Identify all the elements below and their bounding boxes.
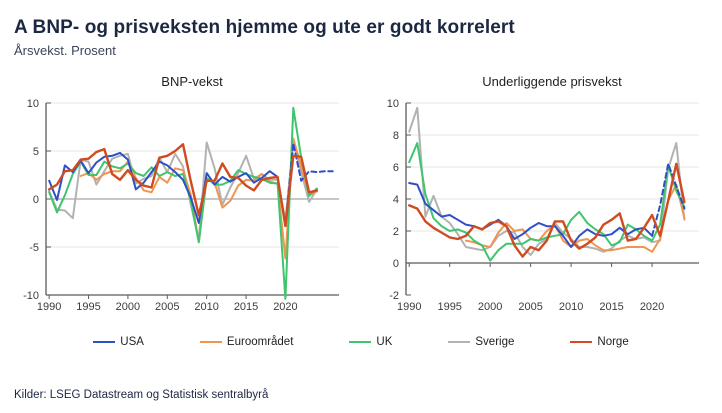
line-usa xyxy=(284,142,334,227)
chart-title-left: BNP-vekst xyxy=(161,74,223,89)
x-tick-label: 2005 xyxy=(518,301,542,313)
page-title: A BNP- og prisveksten hjemme og ute er g… xyxy=(14,17,515,38)
line-norge xyxy=(48,143,319,228)
legend-item-uk: UK xyxy=(349,336,392,348)
x-tick-label: 2020 xyxy=(640,301,664,313)
y-tick-label: 0 xyxy=(33,194,39,206)
y-tick-label: 10 xyxy=(387,98,399,110)
chart-bnp-vekst: BNP-vekst -10 -5 0 5 10 1990 1995 2000 2005 2010 2… xyxy=(4,74,354,331)
figure-header: A BNP- og prisveksten hjemme og ute er g… xyxy=(0,0,722,58)
legend-line-icon xyxy=(199,341,222,343)
x-tick-label: 2005 xyxy=(155,301,179,313)
legend-item-sverige: Sverige xyxy=(448,336,514,348)
y-tick-label: -5 xyxy=(29,242,39,254)
sources-note: Kilder: LSEG Datastream og Statistisk se… xyxy=(14,389,269,401)
y-tick-label: 2 xyxy=(393,226,399,238)
x-tick-label: 2015 xyxy=(599,301,623,313)
legend-label: UK xyxy=(376,336,393,348)
y-tick-label: 10 xyxy=(27,98,39,110)
y-tick-label: 6 xyxy=(393,162,399,174)
charts-row: BNP-vekst -10 -5 0 5 10 1990 1995 2000 2005 2010 2… xyxy=(0,74,722,331)
legend-item-usa: USA xyxy=(93,336,144,348)
legend-item-norge: Norge xyxy=(570,336,629,348)
line-usa xyxy=(651,162,686,237)
chart-title-right: Underliggende prisvekst xyxy=(482,74,622,89)
y-tick-label: -2 xyxy=(389,290,399,302)
y-tick-label: 5 xyxy=(33,146,39,158)
line-sverige xyxy=(408,106,686,256)
legend-line-icon xyxy=(349,341,372,343)
x-tick-label: 1990 xyxy=(37,301,61,313)
prisvekst-chart-canvas: -2 0 2 4 6 8 10 1990 1995 2000 2005 2010 2015 2020 xyxy=(387,98,699,313)
chart-legend: USA Euroområdet UK Sverige Norge xyxy=(0,336,722,348)
legend-line-icon xyxy=(448,341,471,343)
line-usa xyxy=(408,182,654,248)
line-norge xyxy=(408,162,686,258)
y-tick-label: -10 xyxy=(23,290,39,302)
legend-line-icon xyxy=(93,341,116,343)
line-uk xyxy=(48,106,318,300)
y-tick-label: 4 xyxy=(393,194,399,206)
bnp-vekst-chart-canvas: -10 -5 0 5 10 1990 1995 2000 2005 2010 2015 2020 xyxy=(23,98,339,313)
y-tick-label: 0 xyxy=(393,258,399,270)
legend-line-icon xyxy=(570,341,593,343)
legend-label: USA xyxy=(120,336,144,348)
y-tick-label: 8 xyxy=(393,130,399,142)
legend-label: Norge xyxy=(597,336,629,348)
x-tick-label: 1995 xyxy=(437,301,461,313)
line-uk xyxy=(408,142,686,262)
x-tick-label: 2010 xyxy=(194,301,218,313)
x-tick-label: 2015 xyxy=(234,301,258,313)
line-usa xyxy=(48,151,287,227)
legend-label: Sverige xyxy=(475,336,515,348)
x-tick-label: 1990 xyxy=(397,301,421,313)
x-tick-label: 2000 xyxy=(116,301,140,313)
page-subtitle: Årsvekst. Prosent xyxy=(14,43,116,58)
legend-label: Euroområdet xyxy=(226,336,294,348)
legend-item-euroomr-det: Euroområdet xyxy=(199,336,294,348)
chart-underliggende-prisvekst: Underliggende prisvekst -2 0 2 4 6 8 10 1990 199… xyxy=(364,74,714,331)
x-tick-label: 2020 xyxy=(273,301,297,313)
x-tick-label: 2010 xyxy=(559,301,583,313)
x-tick-label: 2000 xyxy=(478,301,502,313)
x-tick-label: 1995 xyxy=(76,301,100,313)
